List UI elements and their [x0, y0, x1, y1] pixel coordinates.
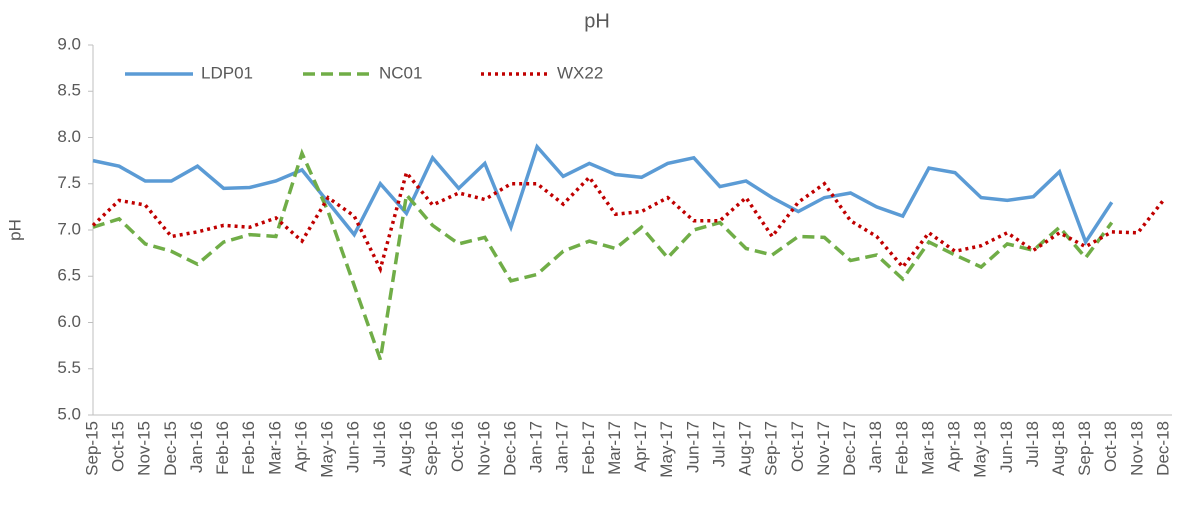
x-tick-label: Dec-18 [1153, 421, 1172, 476]
x-tick-label: Oct-18 [1101, 421, 1120, 472]
x-tick-label: Feb-18 [892, 421, 911, 475]
x-tick-label: May-18 [971, 421, 990, 478]
x-tick-label: Dec-17 [840, 421, 859, 476]
x-tick-label: Sep-18 [1075, 421, 1094, 476]
x-tick-label: Feb-16 [213, 421, 232, 475]
legend-label: LDP01 [201, 63, 253, 82]
x-tick-label: Apr-18 [945, 421, 964, 472]
legend-label: WX22 [557, 63, 603, 82]
x-tick-label: Mar-17 [605, 421, 624, 475]
x-tick-label: Dec-15 [161, 421, 180, 476]
y-tick-label: 5.0 [57, 404, 81, 423]
x-tick-label: Mar-18 [918, 421, 937, 475]
x-tick-label: Oct-17 [788, 421, 807, 472]
x-tick-label: Jun-17 [683, 421, 702, 473]
y-tick-label: 7.5 [57, 173, 81, 192]
x-tick-label: Nov-16 [474, 421, 493, 476]
y-tick-label: 8.0 [57, 127, 81, 146]
x-tick-label: Sep-16 [422, 421, 441, 476]
x-tick-label: Aug-16 [396, 421, 415, 476]
x-tick-label: Dec-16 [500, 421, 519, 476]
x-tick-label: Jan-18 [866, 421, 885, 473]
x-tick-label: Aug-18 [1049, 421, 1068, 476]
x-tick-label: Feb-16 [239, 421, 258, 475]
x-tick-label: Nov-17 [814, 421, 833, 476]
y-tick-label: 6.0 [57, 312, 81, 331]
x-tick-label: Jan-16 [187, 421, 206, 473]
x-tick-label: Jul-18 [1023, 421, 1042, 467]
x-tick-label: Mar-16 [265, 421, 284, 475]
y-axis-label: pH [5, 219, 24, 241]
x-tick-label: Jun-16 [344, 421, 363, 473]
x-tick-label: Oct-15 [109, 421, 128, 472]
x-tick-label: Jul-16 [370, 421, 389, 467]
x-tick-label: May-17 [657, 421, 676, 478]
y-tick-label: 9.0 [57, 34, 81, 53]
x-tick-label: Nov-18 [1127, 421, 1146, 476]
x-tick-label: Sep-15 [82, 421, 101, 476]
x-tick-label: Aug-17 [736, 421, 755, 476]
x-tick-label: Nov-15 [135, 421, 154, 476]
x-tick-label: Jan-17 [553, 421, 572, 473]
y-tick-label: 6.5 [57, 266, 81, 285]
x-tick-label: Oct-16 [448, 421, 467, 472]
x-tick-label: Apr-16 [291, 421, 310, 472]
x-tick-label: Sep-17 [762, 421, 781, 476]
x-tick-label: Feb-17 [579, 421, 598, 475]
x-tick-label: May-16 [318, 421, 337, 478]
y-tick-label: 5.5 [57, 358, 81, 377]
x-tick-label: Jul-17 [709, 421, 728, 467]
y-tick-label: 8.5 [57, 81, 81, 100]
series-line [92, 143, 1114, 246]
x-tick-label: Jan-17 [527, 421, 546, 473]
x-tick-label: Apr-17 [631, 421, 650, 472]
legend-label: NC01 [379, 63, 422, 82]
x-tick-label: Jun-18 [997, 421, 1016, 473]
chart-title: pH [584, 10, 610, 32]
y-tick-label: 7.0 [57, 219, 81, 238]
series-line [92, 148, 1114, 361]
